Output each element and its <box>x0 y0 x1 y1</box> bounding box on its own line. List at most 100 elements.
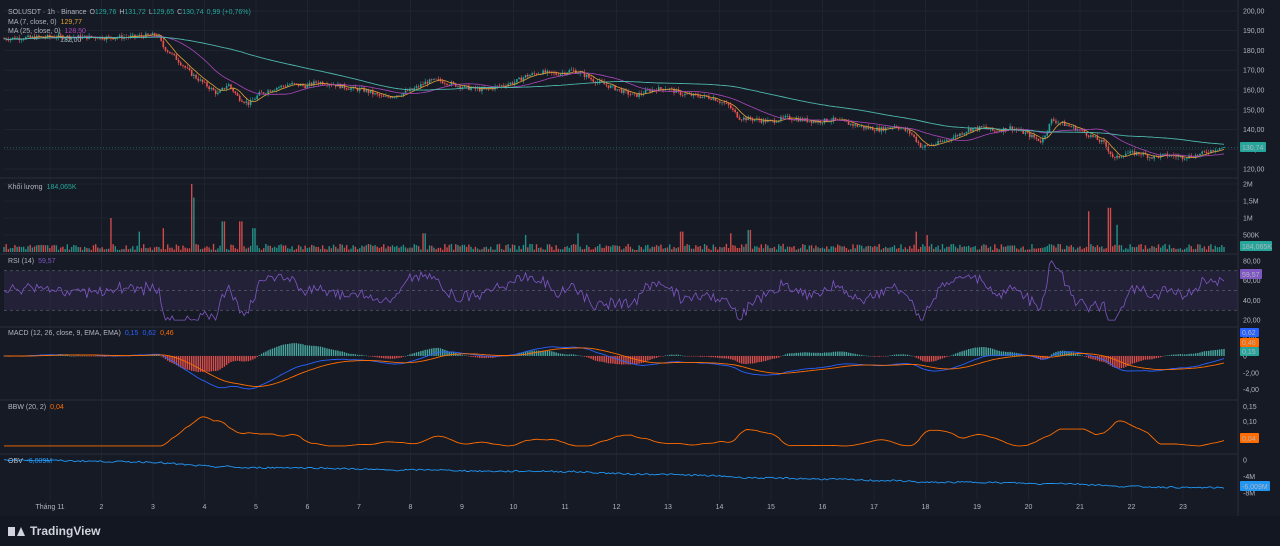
volume-bar <box>946 246 948 252</box>
macd-histogram-bar <box>470 355 472 357</box>
volume-bar <box>186 248 189 252</box>
macd-histogram-bar <box>326 348 328 356</box>
macd-histogram-bar <box>94 355 97 357</box>
candle-body <box>31 36 34 38</box>
macd-histogram-bar <box>1155 355 1158 359</box>
candle-body <box>332 84 335 86</box>
volume-bar <box>343 247 346 252</box>
volume-bar <box>592 249 594 252</box>
candle-body <box>256 95 258 100</box>
candle-body <box>424 81 427 85</box>
macd-histogram-bar <box>631 355 634 365</box>
volume-bar <box>642 249 645 252</box>
macd-histogram-bar <box>904 354 907 356</box>
volume-bar <box>439 247 442 252</box>
macd-histogram-bar <box>911 355 913 357</box>
macd-histogram-bar <box>898 354 900 356</box>
volume-bar <box>271 247 274 252</box>
volume-bar <box>841 246 843 252</box>
price-pane[interactable] <box>3 31 1238 162</box>
volume-tick-label: 1M <box>1243 216 1253 223</box>
candle-body <box>334 84 337 87</box>
macd-histogram-bar <box>217 355 219 371</box>
candle-body <box>928 145 931 146</box>
svg-text:0,04: 0,04 <box>1242 436 1256 443</box>
macd-histogram-bar <box>1079 354 1081 356</box>
time-axis[interactable]: Tháng 11 2 3 4 5 6 7 8 9 10 11 12 13 14 15 16 17 18 19 20 21… <box>35 504 1187 511</box>
candle-body <box>585 75 588 77</box>
macd-histogram-bar <box>797 352 800 356</box>
candle-body <box>149 34 152 36</box>
volume-bar <box>1114 244 1116 252</box>
macd-histogram-bar <box>330 349 333 356</box>
volume-bar <box>127 249 130 252</box>
macd-histogram-bar <box>1162 355 1164 357</box>
volume-pane[interactable] <box>3 184 1225 252</box>
volume-bar <box>369 244 372 252</box>
candle-body <box>911 133 913 135</box>
macd-histogram-bar <box>265 351 267 356</box>
volume-bar <box>204 247 206 252</box>
macd-histogram-bar <box>730 355 732 360</box>
bbw-pane[interactable] <box>4 416 1225 447</box>
volume-bar <box>234 248 237 252</box>
macd-histogram-bar <box>673 354 675 356</box>
macd-histogram-bar <box>612 355 614 364</box>
rsi-pane[interactable] <box>3 260 1238 322</box>
macd-histogram-bar <box>1153 355 1155 359</box>
candle-body <box>1148 157 1151 159</box>
candle-body <box>548 70 551 72</box>
macd-pane[interactable] <box>3 343 1225 390</box>
volume-bar <box>315 246 317 252</box>
volume-bar <box>1070 245 1072 252</box>
volume-bar <box>518 245 520 252</box>
macd-histogram-bar <box>887 355 889 357</box>
candle-body <box>529 75 531 77</box>
macd-histogram-bar <box>472 355 474 357</box>
macd-histogram-bar <box>391 355 394 359</box>
candle-body <box>915 136 918 142</box>
macd-histogram-bar <box>1085 355 1088 358</box>
price-tick-label: 190,00 <box>1243 28 1265 35</box>
candle-body <box>815 121 817 123</box>
volume-bar <box>359 248 361 252</box>
volume-bar <box>686 244 688 252</box>
macd-histogram-bar <box>769 355 771 360</box>
volume-bar <box>1192 249 1195 252</box>
candle-body <box>588 75 590 78</box>
candle-body <box>937 140 939 145</box>
candle-body <box>1127 153 1129 154</box>
macd-histogram-bar <box>1175 354 1177 356</box>
volume-bar <box>1168 244 1171 252</box>
volume-bar <box>180 249 182 252</box>
volume-bar <box>415 245 418 252</box>
macd-histogram-bar <box>533 350 536 356</box>
candle-body <box>677 89 680 92</box>
candle-body <box>609 85 612 88</box>
volume-bar <box>1212 249 1214 252</box>
candle-body <box>64 38 66 39</box>
candle-body <box>70 37 73 40</box>
candle-body <box>278 87 280 88</box>
macd-histogram-bar <box>686 355 688 357</box>
macd-histogram-bar <box>293 343 295 356</box>
volume-bar <box>243 246 245 252</box>
candle-body <box>415 86 418 89</box>
bbw-badge: 0,04 <box>1240 433 1259 443</box>
volume-bar <box>219 245 221 252</box>
macd-histogram-bar <box>461 355 464 356</box>
volume-bar <box>426 249 429 252</box>
macd-histogram-bar <box>865 355 867 357</box>
obv-pane[interactable] <box>3 458 1225 489</box>
macd-histogram-bar <box>407 355 409 356</box>
candle-body <box>712 97 715 100</box>
volume-bar <box>197 244 199 252</box>
candle-body <box>994 130 996 132</box>
candle-body <box>470 88 472 91</box>
volume-bar <box>1053 245 1055 252</box>
macd-histogram-bar <box>108 355 110 357</box>
macd-histogram-bar <box>267 350 269 356</box>
macd-histogram-bar <box>92 355 95 357</box>
macd-histogram-bar <box>457 353 459 356</box>
